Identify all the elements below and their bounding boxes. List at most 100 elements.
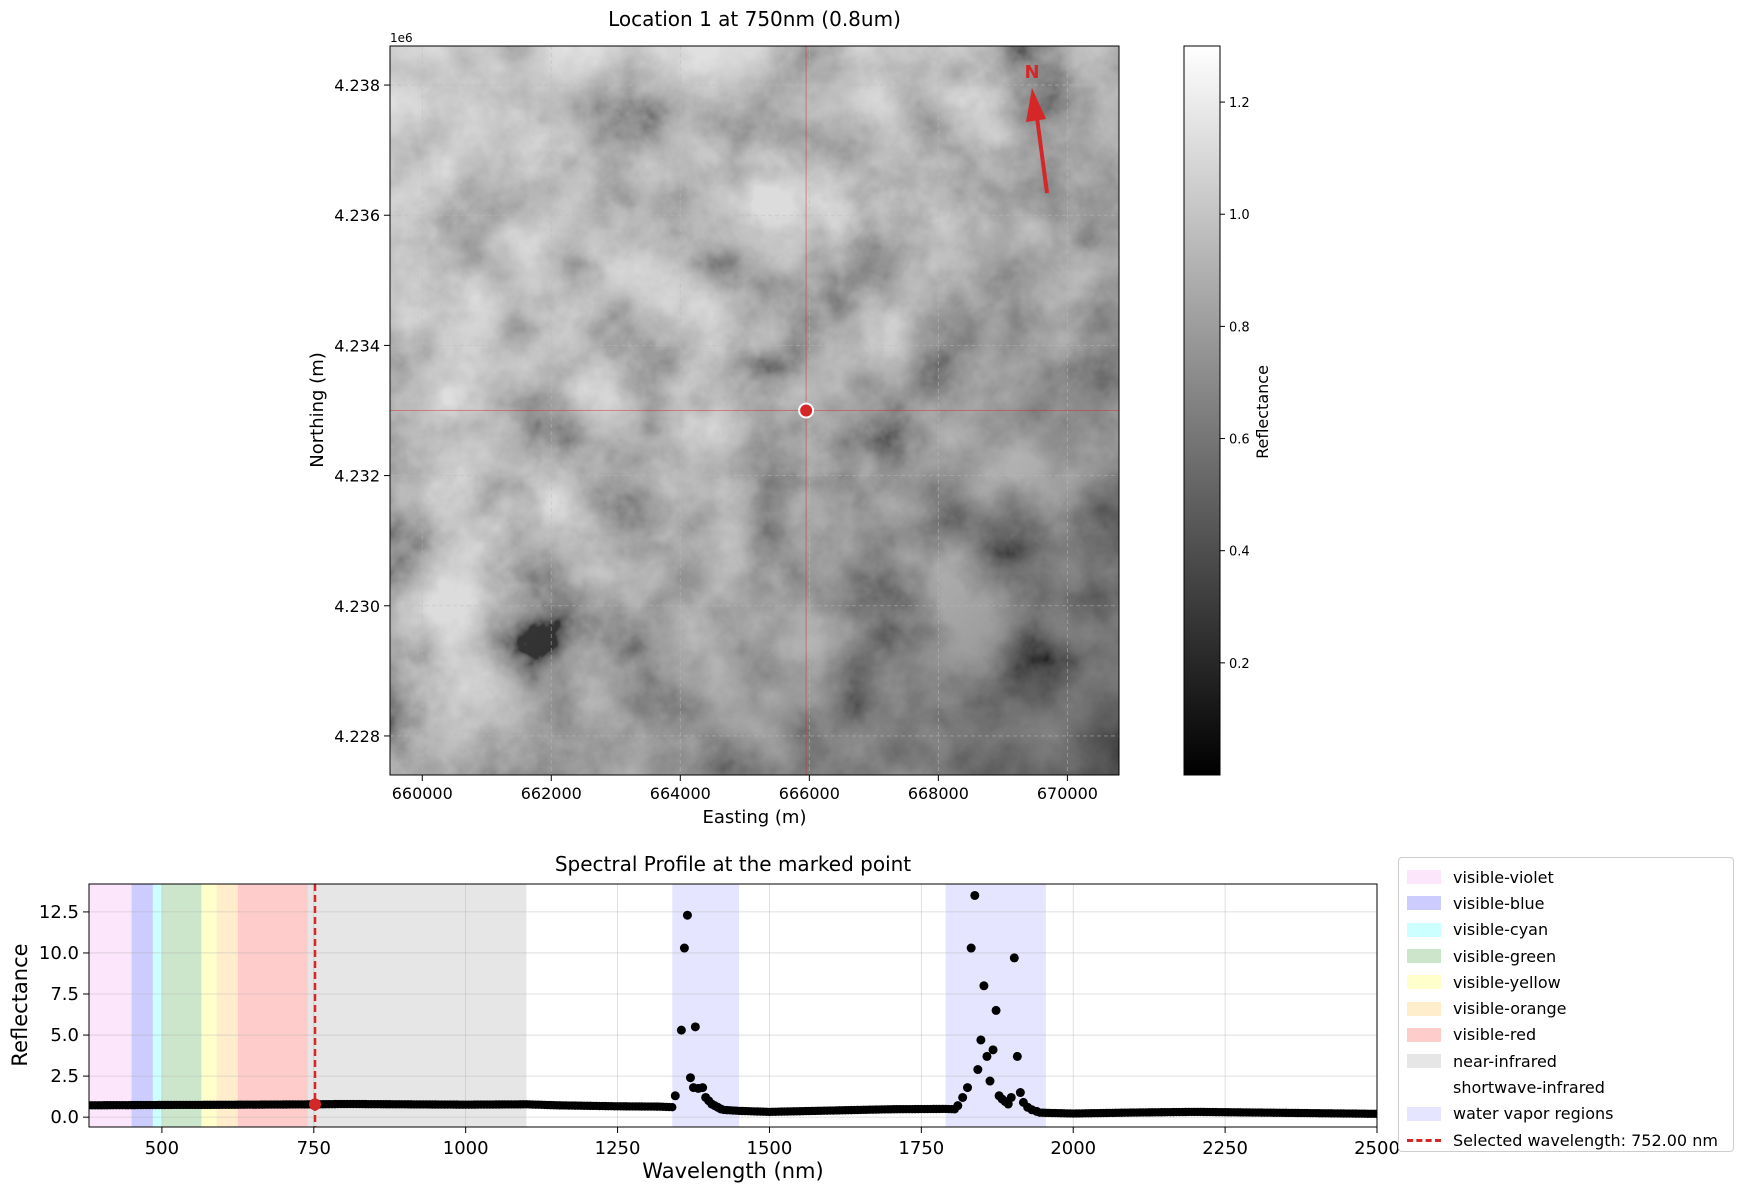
marked-point-dot [798,402,815,419]
colorbar-label: Reflectance [1253,365,1272,459]
legend-item: near-infrared [1407,1048,1733,1074]
legend-label: near-infrared [1453,1051,1557,1071]
spectral-bands [89,884,1046,1127]
spectral-point [985,1076,995,1086]
spectral-legend: visible-violet visible-blue visible-cyan vi… [1398,857,1734,1152]
band-water-vapor-regions [945,884,1046,1127]
band-visible-orange [216,884,238,1127]
spectral-x-ticks: 500 750 1000 1250 1500 1750 2000 2250 2500 [145,1127,1400,1159]
legend-item: visible-orange [1407,995,1733,1021]
map-x-label: Easting (m) [703,807,807,828]
colorbar-tick-label: 1.2 [1229,96,1250,111]
map-frame [389,45,1120,776]
band-visible-yellow [201,884,217,1127]
colorbar: 0.2 0.4 0.6 0.8 1.0 1.2 Reflectance [1183,45,1272,776]
map-x-tick-label: 662000 [521,784,582,803]
spectral-title: Spectral Profile at the marked point [555,852,911,876]
legend-label: Selected wavelength: 752.00 nm [1453,1130,1718,1150]
legend-label: visible-green [1453,946,1557,966]
map-x-tick-label: 668000 [908,784,969,803]
spectral-x-tick-label: 500 [145,1138,179,1159]
spectral-y-label: Reflectance [8,943,32,1066]
map-x-tick-label: 660000 [392,784,453,803]
spectral-point [988,1045,998,1055]
spectral-point [982,1051,992,1061]
spectral-point [716,1104,726,1114]
map-y-offset: 1e6 [390,31,413,45]
spectral-gridlines [89,884,1377,1127]
legend-swatch [1407,949,1441,964]
spectral-point [679,943,689,953]
spectral-point [1012,1051,1022,1061]
legend-item: visible-blue [1407,890,1733,916]
spectral-point [976,1035,986,1045]
spectral-y-tick-label: 2.5 [50,1066,79,1087]
spectral-x-tick-label: 1000 [443,1138,489,1159]
map-y-label: Northing (m) [307,352,328,467]
spectral-point [682,910,692,920]
map-y-tick-label: 4.230 [334,597,380,616]
north-arrow-shaft [1034,109,1049,194]
spectral-point [1372,1109,1377,1119]
colorbar-tick-label: 0.6 [1229,433,1250,448]
band-visible-violet [89,884,132,1127]
spectral-y-tick-label: 7.5 [50,984,79,1005]
map-y-tick-label: 4.228 [334,727,380,746]
legend-item: water vapor regions [1407,1101,1733,1127]
legend-line [1407,1138,1441,1142]
spectral-x-tick-label: 2250 [1202,1138,1248,1159]
spectral-y-tick-label: 12.5 [39,902,79,923]
map-x-tick-label: 664000 [650,784,711,803]
legend-item: visible-yellow [1407,969,1733,995]
colorbar-tick-label: 0.2 [1229,657,1250,672]
colorbar-ticks: 0.2 0.4 0.6 0.8 1.0 1.2 [1220,96,1250,672]
spectral-y-ticks: 0.0 2.5 5.0 7.5 10.0 12.5 [39,902,89,1128]
north-arrow-label: N [1024,62,1039,83]
spectral-x-tick-label: 2500 [1354,1138,1400,1159]
legend-swatch [1407,870,1441,885]
legend-label: visible-violet [1453,867,1554,887]
legend-item: visible-violet [1407,864,1733,890]
legend-label: visible-red [1453,1025,1537,1045]
spectral-x-tick-label: 750 [297,1138,331,1159]
spectral-point [963,1083,973,1093]
map-y-tick-label: 4.236 [334,206,380,225]
spectral-point [1009,953,1019,963]
spectral-point [1006,1092,1016,1102]
selected-wavelength [309,884,322,1127]
map-y-tick-label: 4.234 [334,336,380,355]
map-y-ticks: 4.228 4.230 4.232 4.234 4.236 4.238 [334,76,390,746]
colorbar-tick-label: 0.4 [1229,545,1250,560]
spectral-point [953,1101,963,1111]
spectral-point [973,1065,983,1075]
legend-label: visible-blue [1453,893,1545,913]
legend-label: shortwave-infrared [1453,1078,1605,1098]
map-gridlines [390,46,1119,775]
colorbar-tick-label: 1.0 [1229,208,1250,223]
legend-swatch [1407,1027,1441,1042]
spectral-y-tick-label: 0.0 [50,1107,79,1128]
map-y-tick-label: 4.232 [334,467,380,486]
legend-label: visible-yellow [1453,972,1561,992]
spectral-point [1032,1106,1042,1116]
legend-swatch [1407,975,1441,990]
map-y-tick-label: 4.238 [334,76,380,95]
spectral-point [1015,1088,1025,1098]
legend-swatch [1407,922,1441,937]
spectral-frame [88,883,1378,1128]
marked-point [798,402,815,419]
spectral-point [958,1092,968,1102]
legend-item: visible-red [1407,1022,1733,1048]
legend-item: visible-green [1407,943,1733,969]
north-arrow-head [1026,88,1046,122]
band-visible-cyan [152,884,162,1127]
spectral-panel: Spectral Profile at the marked point 500… [8,852,1400,1183]
band-near-infrared [307,884,527,1127]
spectral-point [991,1005,1001,1015]
spectral-point [685,1073,695,1083]
spectral-x-tick-label: 2000 [1050,1138,1096,1159]
selected-point [309,1098,322,1111]
legend-label: water vapor regions [1453,1104,1614,1124]
reflectance-image [390,46,1119,775]
